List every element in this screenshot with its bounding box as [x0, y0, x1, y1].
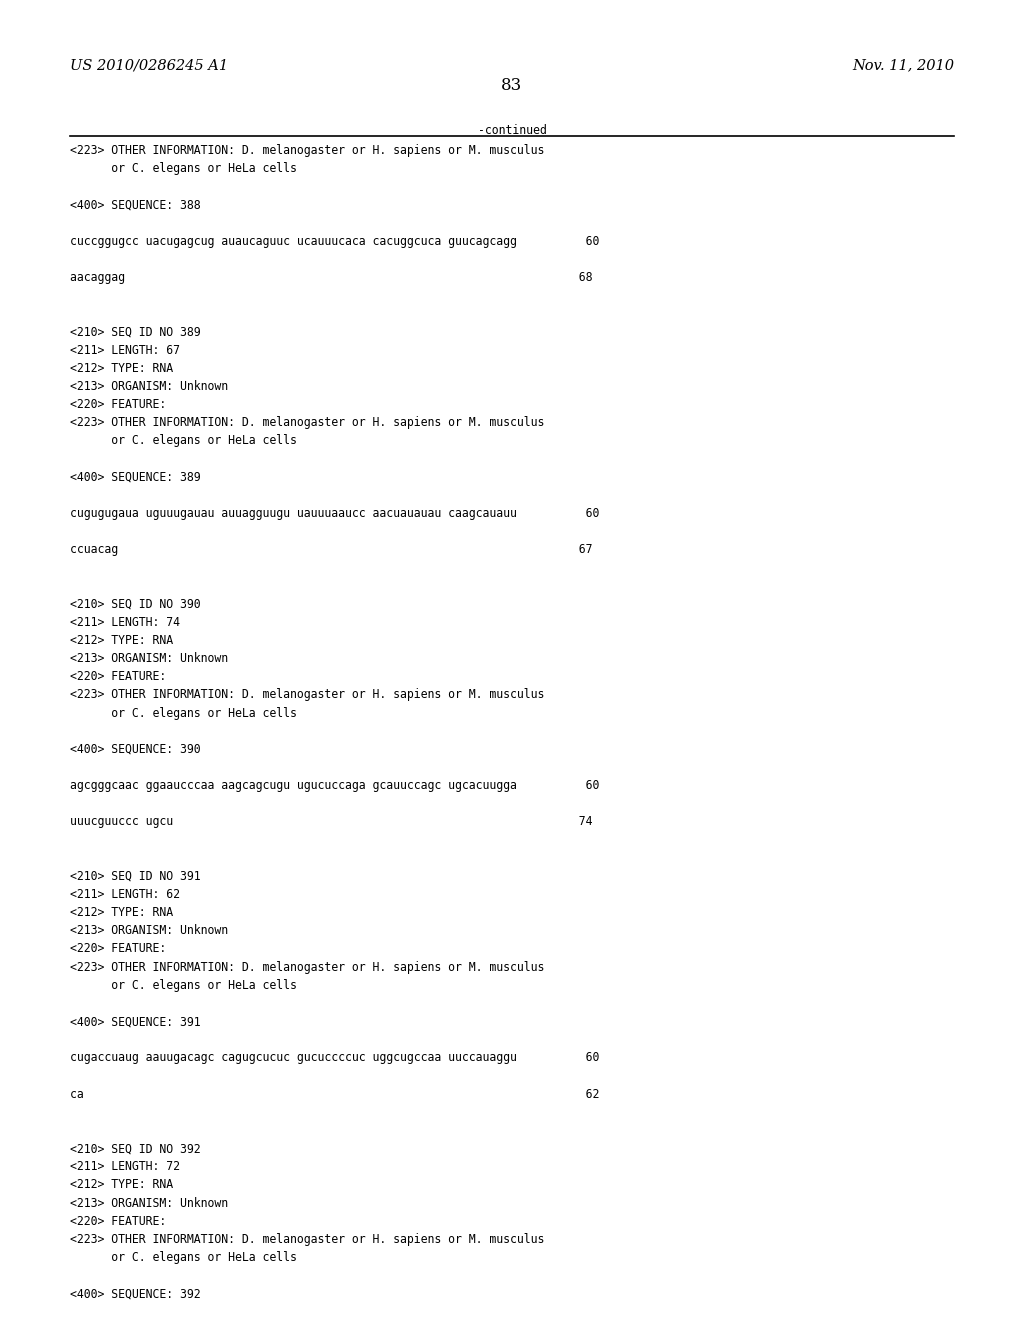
Text: 83: 83	[502, 77, 522, 94]
Text: <213> ORGANISM: Unknown: <213> ORGANISM: Unknown	[70, 1196, 227, 1209]
Text: <400> SEQUENCE: 389: <400> SEQUENCE: 389	[70, 471, 201, 483]
Text: uuucguuccc ugcu                                                           74: uuucguuccc ugcu 74	[70, 816, 592, 829]
Text: or C. elegans or HeLa cells: or C. elegans or HeLa cells	[70, 1251, 297, 1265]
Text: cugugugaua uguuugauau auuagguugu uauuuaaucc aacuauauau caagcauauu          60: cugugugaua uguuugauau auuagguugu uauuuaa…	[70, 507, 599, 520]
Text: ca                                                                         62: ca 62	[70, 1088, 599, 1101]
Text: <400> SEQUENCE: 390: <400> SEQUENCE: 390	[70, 743, 201, 756]
Text: <220> FEATURE:: <220> FEATURE:	[70, 399, 166, 411]
Text: <210> SEQ ID NO 392: <210> SEQ ID NO 392	[70, 1142, 201, 1155]
Text: <212> TYPE: RNA: <212> TYPE: RNA	[70, 906, 173, 919]
Text: <213> ORGANISM: Unknown: <213> ORGANISM: Unknown	[70, 380, 227, 393]
Text: aacaggag                                                                  68: aacaggag 68	[70, 271, 592, 284]
Text: <210> SEQ ID NO 390: <210> SEQ ID NO 390	[70, 598, 201, 611]
Text: <223> OTHER INFORMATION: D. melanogaster or H. sapiens or M. musculus: <223> OTHER INFORMATION: D. melanogaster…	[70, 961, 544, 974]
Text: or C. elegans or HeLa cells: or C. elegans or HeLa cells	[70, 978, 297, 991]
Text: <220> FEATURE:: <220> FEATURE:	[70, 942, 166, 956]
Text: cugaccuaug aauugacagc cagugcucuc gucuccccuc uggcugccaa uuccauaggu          60: cugaccuaug aauugacagc cagugcucuc gucuccc…	[70, 1051, 599, 1064]
Text: <400> SEQUENCE: 388: <400> SEQUENCE: 388	[70, 198, 201, 211]
Text: <220> FEATURE:: <220> FEATURE:	[70, 671, 166, 684]
Text: <223> OTHER INFORMATION: D. melanogaster or H. sapiens or M. musculus: <223> OTHER INFORMATION: D. melanogaster…	[70, 416, 544, 429]
Text: <211> LENGTH: 62: <211> LENGTH: 62	[70, 888, 179, 902]
Text: Nov. 11, 2010: Nov. 11, 2010	[852, 58, 954, 73]
Text: or C. elegans or HeLa cells: or C. elegans or HeLa cells	[70, 162, 297, 176]
Text: or C. elegans or HeLa cells: or C. elegans or HeLa cells	[70, 434, 297, 447]
Text: ccuacag                                                                   67: ccuacag 67	[70, 544, 592, 556]
Text: <212> TYPE: RNA: <212> TYPE: RNA	[70, 362, 173, 375]
Text: <213> ORGANISM: Unknown: <213> ORGANISM: Unknown	[70, 652, 227, 665]
Text: <400> SEQUENCE: 391: <400> SEQUENCE: 391	[70, 1015, 201, 1028]
Text: cuccggugcc uacugagcug auaucaguuc ucauuucaca cacuggcuca guucagcagg          60: cuccggugcc uacugagcug auaucaguuc ucauuuc…	[70, 235, 599, 248]
Text: <212> TYPE: RNA: <212> TYPE: RNA	[70, 634, 173, 647]
Text: <223> OTHER INFORMATION: D. melanogaster or H. sapiens or M. musculus: <223> OTHER INFORMATION: D. melanogaster…	[70, 144, 544, 157]
Text: <223> OTHER INFORMATION: D. melanogaster or H. sapiens or M. musculus: <223> OTHER INFORMATION: D. melanogaster…	[70, 1233, 544, 1246]
Text: <212> TYPE: RNA: <212> TYPE: RNA	[70, 1179, 173, 1192]
Text: <220> FEATURE:: <220> FEATURE:	[70, 1214, 166, 1228]
Text: <223> OTHER INFORMATION: D. melanogaster or H. sapiens or M. musculus: <223> OTHER INFORMATION: D. melanogaster…	[70, 689, 544, 701]
Text: or C. elegans or HeLa cells: or C. elegans or HeLa cells	[70, 706, 297, 719]
Text: <400> SEQUENCE: 392: <400> SEQUENCE: 392	[70, 1287, 201, 1300]
Text: US 2010/0286245 A1: US 2010/0286245 A1	[70, 58, 227, 73]
Text: <211> LENGTH: 67: <211> LENGTH: 67	[70, 343, 179, 356]
Text: <211> LENGTH: 72: <211> LENGTH: 72	[70, 1160, 179, 1173]
Text: <211> LENGTH: 74: <211> LENGTH: 74	[70, 615, 179, 628]
Text: <213> ORGANISM: Unknown: <213> ORGANISM: Unknown	[70, 924, 227, 937]
Text: <210> SEQ ID NO 389: <210> SEQ ID NO 389	[70, 325, 201, 338]
Text: <210> SEQ ID NO 391: <210> SEQ ID NO 391	[70, 870, 201, 883]
Text: agcgggcaac ggaaucccaa aagcagcugu ugucuccaga gcauuccagc ugcacuugga          60: agcgggcaac ggaaucccaa aagcagcugu ugucucc…	[70, 779, 599, 792]
Text: -continued: -continued	[477, 124, 547, 137]
